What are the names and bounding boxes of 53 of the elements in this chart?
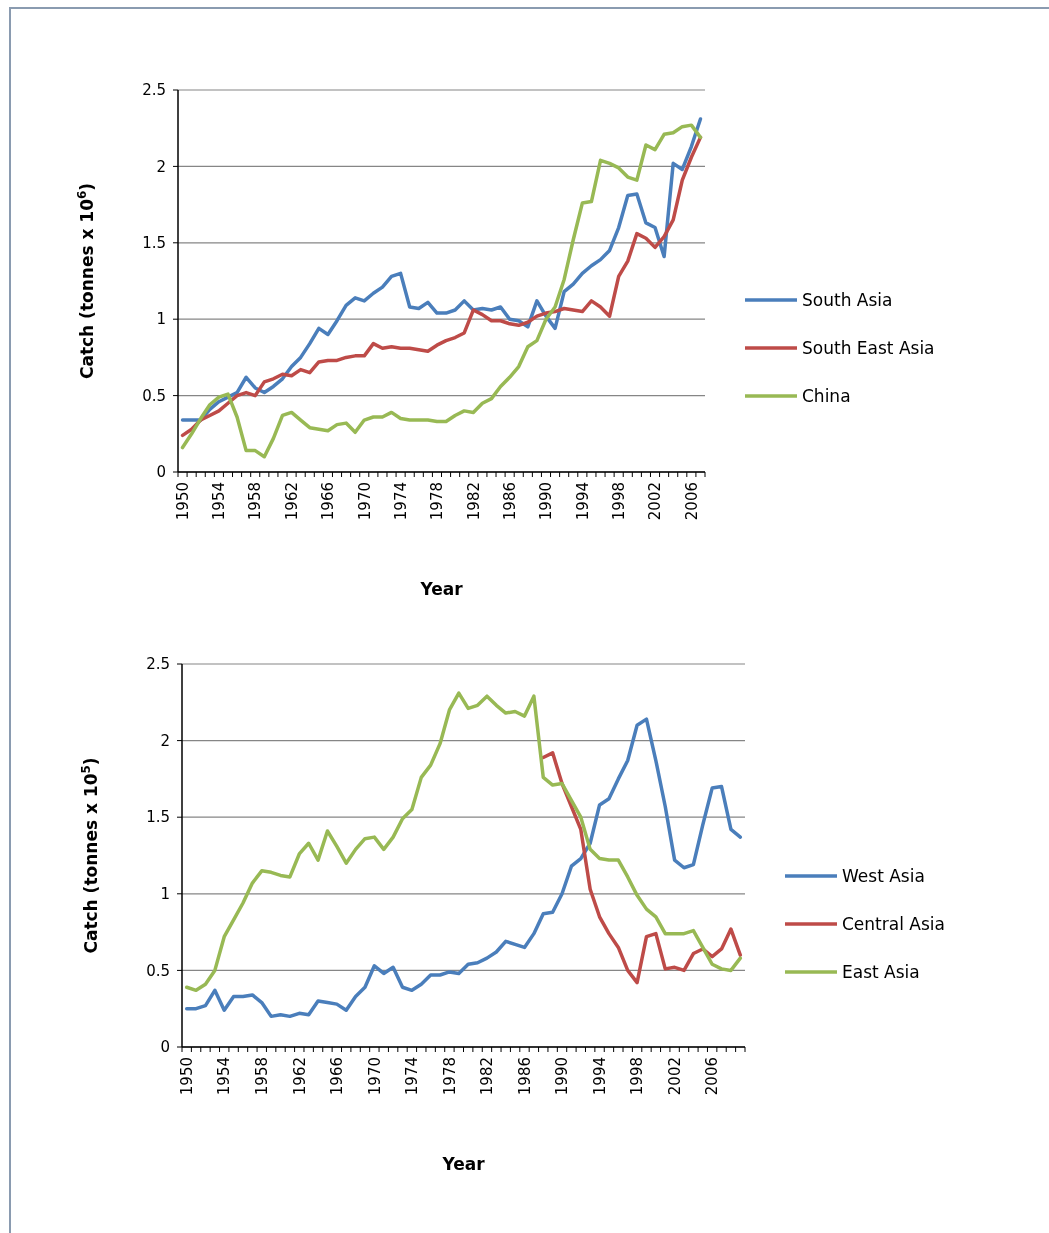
x-tick-label: 2006 bbox=[682, 482, 701, 521]
x-tick-label: 1958 bbox=[253, 1057, 272, 1096]
x-tick-label: 1998 bbox=[609, 482, 628, 521]
x-axis-title: Year bbox=[441, 1154, 486, 1174]
x-tick-label: 1990 bbox=[537, 482, 556, 521]
y-tick-label: 0.5 bbox=[142, 386, 166, 405]
legend-label: China bbox=[802, 385, 851, 406]
x-tick-label: 1954 bbox=[215, 1057, 234, 1096]
legend-label: West Asia bbox=[842, 865, 925, 886]
y-tick-label: 1 bbox=[156, 310, 166, 329]
y-tick-label: 1 bbox=[160, 885, 170, 904]
x-tick-label: 1950 bbox=[177, 1057, 196, 1096]
x-tick-label: 1950 bbox=[173, 482, 192, 521]
y-tick-label: 2 bbox=[156, 157, 166, 176]
x-tick-label: 1986 bbox=[500, 482, 519, 521]
line-series bbox=[184, 691, 743, 993]
x-tick-label: 1978 bbox=[428, 482, 447, 521]
x-tick-label: 1970 bbox=[365, 1057, 384, 1096]
x-tick-label: 1982 bbox=[464, 482, 483, 521]
y-tick-label: 2 bbox=[160, 731, 170, 750]
legend-label: Central Asia bbox=[842, 913, 945, 934]
x-tick-label: 1994 bbox=[573, 482, 592, 521]
x-tick-label: 1970 bbox=[355, 482, 374, 521]
x-tick-label: 2006 bbox=[703, 1057, 722, 1096]
x-tick-label: 1962 bbox=[290, 1057, 309, 1096]
y-tick-label: 2.5 bbox=[146, 655, 170, 674]
y-tick-label: 0 bbox=[160, 1038, 170, 1057]
line-series bbox=[184, 717, 743, 1019]
x-tick-label: 1962 bbox=[282, 482, 301, 521]
legend-label: East Asia bbox=[842, 961, 920, 982]
x-tick-label: 1994 bbox=[590, 1057, 609, 1096]
y-tick-label: 1.5 bbox=[146, 808, 170, 827]
x-tick-label: 2002 bbox=[646, 482, 665, 521]
x-tick-label: 1974 bbox=[403, 1057, 422, 1096]
line-series bbox=[541, 751, 743, 985]
x-tick-label: 1998 bbox=[628, 1057, 647, 1096]
y-tick-label: 1.5 bbox=[142, 234, 166, 253]
x-tick-label: 1978 bbox=[440, 1057, 459, 1096]
x-tick-label: 1954 bbox=[210, 482, 229, 521]
y-tick-label: 2.5 bbox=[142, 81, 166, 100]
x-tick-label: 1990 bbox=[553, 1057, 572, 1096]
x-tick-label: 1982 bbox=[478, 1057, 497, 1096]
x-tick-label: 1966 bbox=[328, 1057, 347, 1096]
x-tick-label: 2002 bbox=[665, 1057, 684, 1096]
y-tick-label: 0.5 bbox=[146, 961, 170, 980]
x-tick-label: 1986 bbox=[515, 1057, 534, 1096]
legend-label: South Asia bbox=[802, 289, 893, 310]
x-axis-title: Year bbox=[419, 579, 464, 599]
x-tick-label: 1966 bbox=[319, 482, 338, 521]
legend-label: South East Asia bbox=[802, 337, 935, 358]
x-tick-label: 1958 bbox=[246, 482, 265, 521]
x-tick-label: 1974 bbox=[391, 482, 410, 521]
y-tick-label: 0 bbox=[156, 463, 166, 482]
